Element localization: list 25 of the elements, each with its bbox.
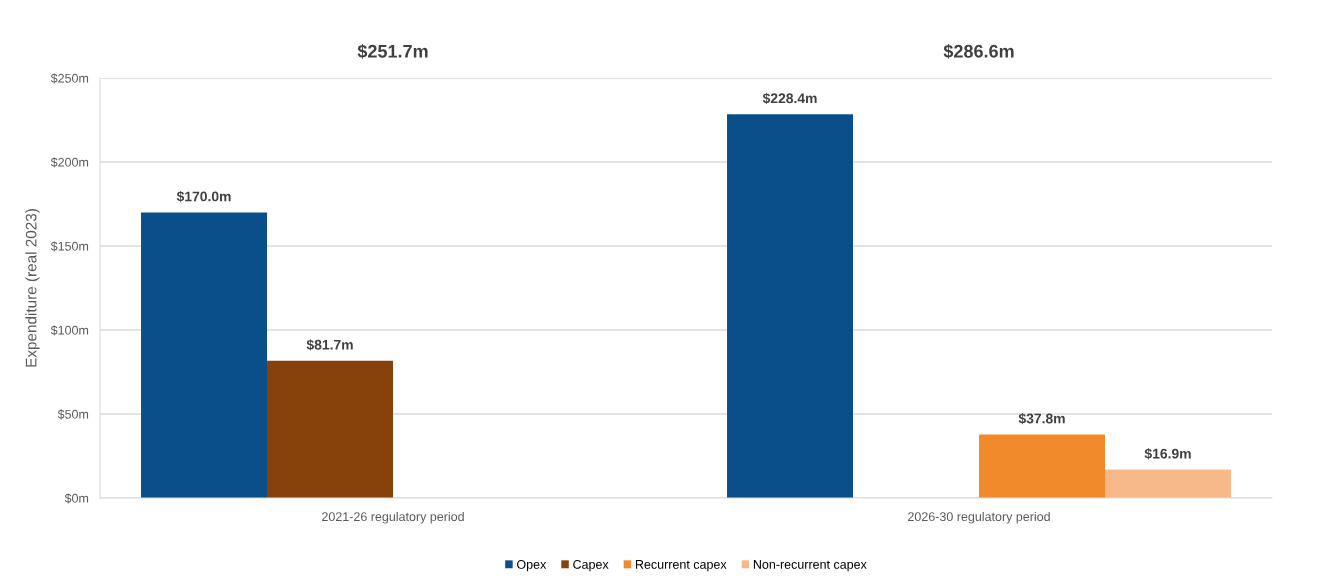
bar [267, 360, 393, 498]
bar [141, 212, 268, 498]
y-tick-label: $250m [50, 73, 89, 84]
legend-label: Non-recurrent capex [753, 560, 867, 572]
text: $286.6m [943, 44, 1014, 59]
data-label: $37.8m [1018, 412, 1065, 425]
text: $251.7m [357, 44, 428, 59]
y-tick-label: $200m [50, 157, 89, 168]
data-label: $228.4m [762, 92, 817, 105]
legend-label: Opex [517, 559, 547, 572]
bar [727, 114, 854, 498]
y-tick-label: $150m [50, 241, 89, 252]
data-label: $170.0m [176, 190, 231, 203]
data-label: $16.9m [1144, 448, 1191, 460]
x-tick-label: 2026-30 regulatory period [908, 511, 1050, 524]
legend-label: Capex [573, 559, 609, 572]
bar [1104, 469, 1231, 498]
y-tick-label: $0m [64, 493, 89, 504]
y-axis-title: Expenditure (real 2023) [25, 209, 40, 367]
y-tick-label: $100m [50, 325, 89, 336]
x-tick-label: 2021-26 regulatory period [322, 511, 464, 524]
legend-label: Recurrent capex [635, 560, 727, 572]
y-tick-label: $50m [57, 409, 89, 420]
bar [979, 434, 1105, 498]
data-label: $81.7m [306, 339, 353, 351]
